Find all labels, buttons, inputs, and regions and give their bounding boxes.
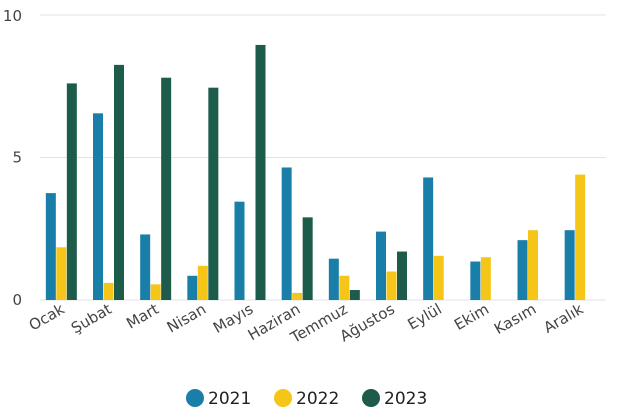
y-tick-label: 10 xyxy=(3,7,22,25)
bar-2022-Nisan xyxy=(197,265,208,300)
x-axis-ticks: Ocak Şubat Mart Nisan MayısHaziranTemmuzAğus… xyxy=(26,300,587,347)
bar-2022-Şubat xyxy=(103,282,114,300)
bar-2021-Kasım xyxy=(517,240,528,300)
legend-marker-2021 xyxy=(186,389,204,407)
x-tick-label: Eylül xyxy=(405,300,445,334)
x-tick-label: Mart xyxy=(123,300,162,333)
bars xyxy=(45,44,586,301)
bar-2023-Mart xyxy=(161,77,172,300)
bar-2021-Temmuz xyxy=(328,258,339,300)
x-tick-label: Ocak xyxy=(26,300,68,335)
bar-2023-Ağustos xyxy=(397,251,407,300)
x-tick-label: Ekim xyxy=(451,300,492,334)
bar-2022-Kasım xyxy=(528,230,538,300)
bar-2021-Ağustos xyxy=(376,231,386,300)
bar-2023-Nisan xyxy=(208,87,219,300)
bar-2021-Ekim xyxy=(470,261,481,300)
legend-label: 2022 xyxy=(296,389,339,409)
bar-2023-Haziran xyxy=(302,217,313,300)
bar-2023-Şubat xyxy=(114,64,124,300)
bar-2022-Ekim xyxy=(480,257,491,300)
bar-2022-Ocak xyxy=(56,247,67,300)
bar-2022-Temmuz xyxy=(339,275,350,300)
x-tick-label: Aralık xyxy=(540,300,586,337)
bar-2022-Aralık xyxy=(575,174,586,300)
bar-2023-Temmuz xyxy=(349,290,360,300)
bar-2021-Mart xyxy=(140,234,151,300)
legend-label: 2021 xyxy=(208,389,251,409)
bar-2023-Ocak xyxy=(66,83,77,301)
x-tick-label: Nisan xyxy=(164,300,209,337)
grid-lines xyxy=(40,14,606,301)
bar-2023-Mayıs xyxy=(255,44,266,300)
y-axis-ticks: 0 5 10 xyxy=(3,7,22,309)
bar-2021-Eylül xyxy=(423,177,434,300)
x-tick-label: Şubat xyxy=(68,300,115,337)
legend-marker-2022 xyxy=(274,389,292,407)
x-tick-label: Kasım xyxy=(491,300,539,338)
bar-2021-Şubat xyxy=(93,113,103,300)
legend-marker-2023 xyxy=(362,389,380,407)
bar-2021-Haziran xyxy=(281,167,292,300)
bar-2022-Eylül xyxy=(433,255,444,300)
bar-2021-Mayıs xyxy=(234,201,245,300)
bar-2022-Mart xyxy=(150,284,161,300)
y-tick-label: 5 xyxy=(12,149,22,167)
bar-2021-Aralık xyxy=(564,230,575,300)
legend-label: 2023 xyxy=(384,389,427,409)
y-tick-label: 0 xyxy=(12,291,22,309)
bar-2021-Nisan xyxy=(187,275,198,300)
bar-2021-Ocak xyxy=(45,193,56,300)
bar-2022-Ağustos xyxy=(386,271,397,300)
x-tick-label: Ağustos xyxy=(337,300,398,346)
legend: 2021 2022 2023 xyxy=(186,389,427,409)
bar-2022-Haziran xyxy=(292,292,303,300)
